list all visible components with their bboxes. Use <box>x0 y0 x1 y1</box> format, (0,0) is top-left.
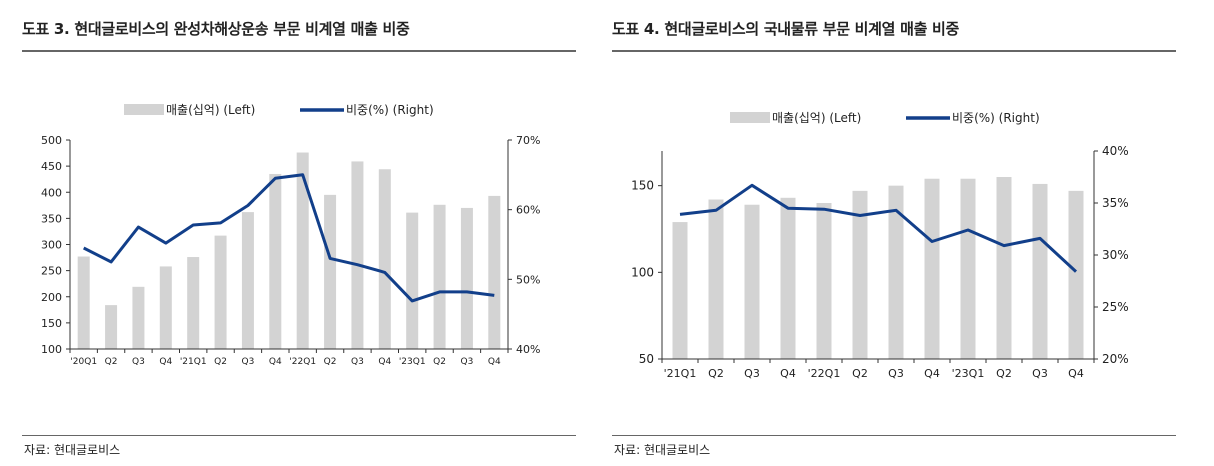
source-rule <box>22 435 576 436</box>
bar <box>1068 190 1084 359</box>
x-tick-label: Q3 <box>1032 367 1048 380</box>
legend-line-label: 비중(%) (Right) <box>952 111 1040 125</box>
x-tick-label: Q3 <box>351 357 364 367</box>
right-tick-label: 20% <box>1102 352 1129 366</box>
bar <box>351 161 364 349</box>
x-tick-label: '21Q1 <box>180 357 207 367</box>
bar <box>996 177 1012 359</box>
series-line <box>679 183 1078 273</box>
x-tick-label: '23Q1 <box>399 357 426 367</box>
x-tick-label: Q3 <box>461 357 474 367</box>
bar <box>924 178 940 359</box>
x-tick-label: '20Q1 <box>70 357 97 367</box>
x-tick-label: Q2 <box>996 367 1012 380</box>
x-tick-label: Q3 <box>888 367 904 380</box>
chart-2-svg: 매출(십억) (Left) 비중(%) (Right) 50 100 150 20% 25%… <box>631 111 1129 380</box>
bar <box>77 256 90 349</box>
x-tick-label: '21Q1 <box>664 367 697 380</box>
bar <box>378 169 391 349</box>
right-tick-label: 40% <box>516 343 540 356</box>
x-tick-label: Q4 <box>378 357 391 367</box>
right-tick-label: 40% <box>1102 144 1129 158</box>
x-tick-label: Q2 <box>433 357 446 367</box>
chart-1-svg: 매출(십억) (Left) 비중(%) (Right) 100 150 200 250 30… <box>41 103 540 367</box>
bar <box>159 266 172 349</box>
series-line <box>83 173 495 303</box>
bar <box>816 203 832 359</box>
right-tick-label: 35% <box>1102 196 1129 210</box>
bar <box>433 204 446 349</box>
x-tick-label: Q2 <box>324 357 337 367</box>
x-tick-label: '22Q1 <box>808 367 841 380</box>
source-note: 자료: 현대글로비스 <box>614 443 711 457</box>
legend-bar-swatch <box>124 104 164 115</box>
bar <box>708 199 724 359</box>
bar <box>324 194 337 349</box>
left-tick-label: 450 <box>41 160 62 173</box>
chart-title: 도표 3. 현대글로비스의 완성차해상운송 부문 비계열 매출 비중 <box>22 20 410 38</box>
legend-bar-label: 매출(십억) (Left) <box>772 111 861 125</box>
bar <box>488 195 501 349</box>
chart-panel-1: 도표 3. 현대글로비스의 완성차해상운송 부문 비계열 매출 비중 매출(십억… <box>0 0 600 466</box>
x-tick-label: Q4 <box>159 357 172 367</box>
x-tick-label: Q4 <box>488 357 501 367</box>
x-tick-label: '22Q1 <box>289 357 316 367</box>
chart-title: 도표 4. 현대글로비스의 국내물류 부문 비계열 매출 비중 <box>612 20 959 38</box>
bar <box>672 222 688 359</box>
x-tick-label: Q3 <box>132 357 145 367</box>
right-tick-label: 30% <box>1102 248 1129 262</box>
bar <box>888 185 904 359</box>
bar <box>960 178 976 359</box>
left-tick-label: 100 <box>41 343 62 356</box>
right-tick-label: 70% <box>516 134 540 147</box>
title-rule <box>22 50 576 52</box>
bar <box>214 235 227 349</box>
title-rule <box>612 50 1176 52</box>
bar <box>241 212 254 349</box>
bar <box>852 190 868 359</box>
x-tick-label: Q2 <box>852 367 868 380</box>
bar <box>187 257 200 349</box>
x-tick-label: Q3 <box>744 367 760 380</box>
bar <box>269 173 282 349</box>
bar <box>296 152 309 349</box>
bar <box>132 286 145 349</box>
x-tick-label: Q4 <box>1068 367 1084 380</box>
bar <box>406 212 419 349</box>
left-tick-label: 300 <box>41 239 62 252</box>
left-tick-label: 150 <box>631 179 654 193</box>
legend-bar-swatch <box>730 112 770 123</box>
bar <box>1032 183 1048 359</box>
chart-panel-2: 도표 4. 현대글로비스의 국내물류 부문 비계열 매출 비중 매출(십억) (… <box>606 0 1214 466</box>
left-tick-label: 50 <box>639 352 654 366</box>
left-tick-label: 200 <box>41 291 62 304</box>
right-tick-label: 25% <box>1102 300 1129 314</box>
left-tick-label: 350 <box>41 212 62 225</box>
left-tick-label: 400 <box>41 186 62 199</box>
left-tick-label: 150 <box>41 317 62 330</box>
x-tick-label: Q2 <box>105 357 118 367</box>
legend-bar-label: 매출(십억) (Left) <box>166 103 255 117</box>
right-tick-label: 60% <box>516 204 540 217</box>
source-note: 자료: 현대글로비스 <box>24 443 121 457</box>
right-tick-label: 50% <box>516 273 540 286</box>
x-tick-label: Q4 <box>780 367 796 380</box>
x-tick-label: Q4 <box>924 367 940 380</box>
x-tick-label: Q2 <box>214 357 227 367</box>
legend-line-label: 비중(%) (Right) <box>346 103 434 117</box>
left-tick-label: 250 <box>41 265 62 278</box>
left-tick-label: 100 <box>631 265 654 279</box>
x-tick-label: '23Q1 <box>952 367 985 380</box>
x-tick-label: Q4 <box>269 357 282 367</box>
x-tick-label: Q3 <box>242 357 255 367</box>
bar <box>105 305 118 349</box>
left-tick-label: 500 <box>41 134 62 147</box>
x-tick-label: Q2 <box>708 367 724 380</box>
bar <box>460 207 473 349</box>
bar <box>744 204 760 359</box>
source-rule <box>612 435 1176 436</box>
bar <box>780 197 796 359</box>
